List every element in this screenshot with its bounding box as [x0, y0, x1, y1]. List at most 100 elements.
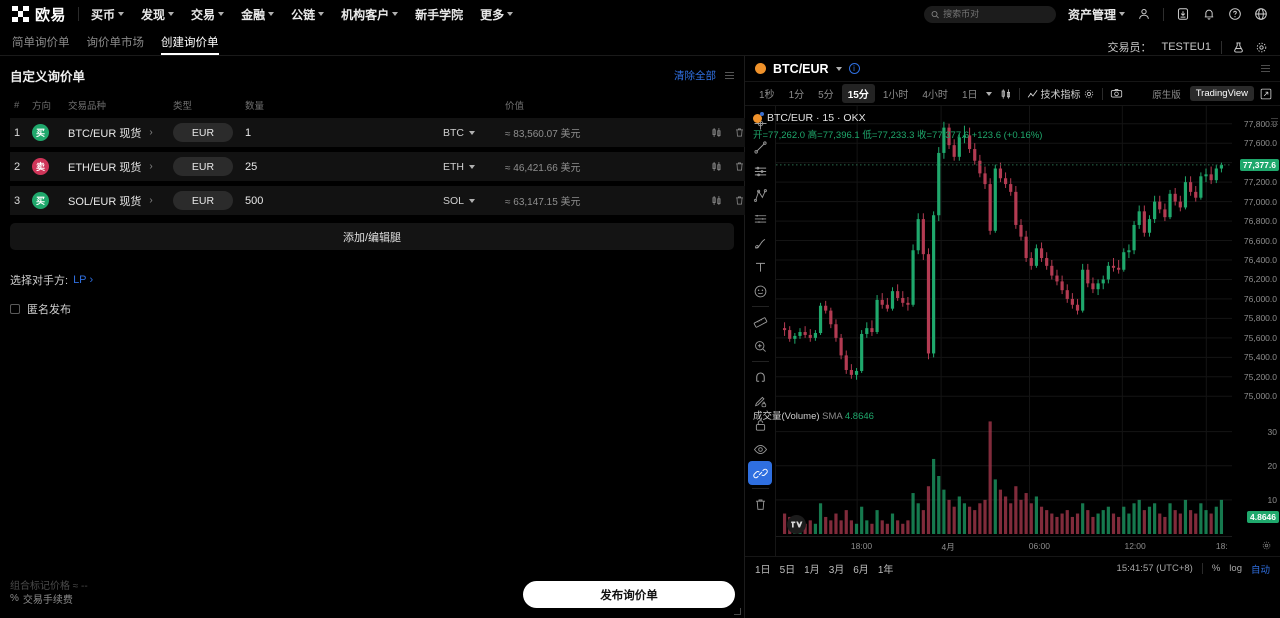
- nav-item-more[interactable]: 更多: [480, 6, 514, 23]
- direction-badge[interactable]: 买: [32, 124, 49, 141]
- magnet-icon[interactable]: [748, 365, 772, 389]
- delete-icon[interactable]: [734, 195, 745, 206]
- link-icon[interactable]: [748, 461, 772, 485]
- row-quantity[interactable]: [245, 118, 443, 147]
- row-instrument[interactable]: ETH/EUR 现货 ›: [68, 152, 173, 181]
- eye-icon[interactable]: [748, 437, 772, 461]
- row-direction[interactable]: 卖: [32, 152, 68, 181]
- nav-item-discover[interactable]: 发现: [141, 6, 175, 23]
- indicator-icon[interactable]: [1027, 88, 1039, 100]
- pencil-lock-icon[interactable]: [748, 389, 772, 413]
- delete-icon[interactable]: [734, 127, 745, 138]
- candlestick-icon[interactable]: [711, 195, 722, 206]
- table-row[interactable]: 1 买 BTC/EUR 现货 › EUR BTC ≈ 83,560.07 美元: [10, 118, 751, 147]
- chart-plot[interactable]: [776, 106, 1232, 556]
- chart-canvas-area[interactable]: BTC/EUR · 15 · OKX 开=77,262.0 高=77,396.1…: [745, 106, 1280, 556]
- range-5d[interactable]: 5日: [779, 565, 796, 576]
- row-currency[interactable]: BTC: [443, 118, 505, 147]
- timeframe-1m[interactable]: 1分: [788, 90, 805, 101]
- pitchfork-icon[interactable]: [748, 183, 772, 207]
- gear-icon[interactable]: [1255, 41, 1268, 54]
- fullscreen-icon[interactable]: [1260, 88, 1272, 100]
- type-pill[interactable]: EUR: [173, 191, 233, 210]
- chevron-down-icon[interactable]: [985, 91, 992, 96]
- tab-create-rfq[interactable]: 创建询价单: [161, 28, 219, 55]
- range-1d[interactable]: 1日: [755, 565, 771, 576]
- fib-retracement-icon[interactable]: [748, 207, 772, 231]
- row-currency[interactable]: ETH: [443, 152, 505, 181]
- range-3mo[interactable]: 3月: [828, 565, 845, 576]
- view-tradingview-button[interactable]: TradingView: [1189, 86, 1254, 101]
- help-icon[interactable]: [1228, 7, 1242, 21]
- row-type[interactable]: EUR: [173, 186, 245, 215]
- quantity-input[interactable]: [245, 194, 443, 207]
- brush-icon[interactable]: [748, 231, 772, 255]
- direction-badge[interactable]: 卖: [32, 158, 49, 175]
- auto-scale-button[interactable]: 自动: [1250, 564, 1270, 576]
- timeframe-1s[interactable]: 1秒: [759, 90, 775, 101]
- ruler-icon[interactable]: [748, 310, 772, 334]
- row-direction[interactable]: 买: [32, 118, 68, 147]
- lab-icon[interactable]: [1232, 41, 1245, 54]
- bell-icon[interactable]: [1202, 7, 1216, 21]
- range-1y[interactable]: 1年: [877, 565, 894, 576]
- search-box[interactable]: [923, 5, 1056, 23]
- indicators-label[interactable]: 技术指标: [1040, 90, 1081, 101]
- nav-item-asset-management[interactable]: 资产管理: [1068, 6, 1125, 23]
- row-instrument[interactable]: BTC/EUR 现货 ›: [68, 118, 173, 147]
- clear-all-button[interactable]: 清除全部: [674, 69, 716, 82]
- timeframe-1h[interactable]: 1小时: [882, 90, 909, 101]
- timeframe-4h[interactable]: 4小时: [922, 90, 948, 101]
- nav-item-buy-crypto[interactable]: 买币: [91, 6, 125, 23]
- trend-line-icon[interactable]: [748, 135, 772, 159]
- timeframe-5m[interactable]: 5分: [818, 90, 834, 101]
- chart-drag-handle[interactable]: [1261, 65, 1270, 72]
- axis-settings-icon[interactable]: [1261, 540, 1272, 551]
- chart-panel-grip[interactable]: [1271, 118, 1278, 125]
- publish-rfq-button[interactable]: 发布询价单: [523, 581, 735, 608]
- table-row[interactable]: 2 卖 ETH/EUR 现货 › EUR ETH ≈ 46,421.66 美元: [10, 152, 751, 181]
- anonymous-checkbox[interactable]: [10, 304, 20, 314]
- gear-icon[interactable]: [1083, 88, 1095, 100]
- user-icon[interactable]: [1137, 7, 1151, 21]
- nav-item-trade[interactable]: 交易: [191, 6, 225, 23]
- timeframe-1d[interactable]: 1日: [961, 90, 978, 101]
- chevron-down-icon[interactable]: [835, 66, 842, 71]
- zoom-in-icon[interactable]: [748, 334, 772, 358]
- nav-item-institutional[interactable]: 机构客户: [341, 6, 399, 23]
- time-axis[interactable]: 18:00 4月 06:00 12:00 18:: [776, 536, 1271, 556]
- tab-simple-rfq[interactable]: 简单询价单: [12, 28, 70, 55]
- emoji-icon[interactable]: [748, 279, 772, 303]
- okx-logo[interactable]: 欧易: [12, 4, 66, 25]
- range-1mo[interactable]: 1月: [804, 565, 820, 576]
- table-row[interactable]: 3 买 SOL/EUR 现货 › EUR SOL ≈ 63,147.15 美元: [10, 186, 751, 215]
- price-axis[interactable]: 77,800.0 77,600.0 77,200.0 77,000.0 76,800.0…: [1232, 106, 1280, 556]
- candlestick-icon[interactable]: [711, 127, 722, 138]
- chart-type-icon[interactable]: [1000, 88, 1012, 100]
- lock-icon[interactable]: [748, 413, 772, 437]
- quantity-input[interactable]: [245, 126, 443, 139]
- tab-rfq-market[interactable]: 询价单市场: [87, 28, 145, 55]
- counterparty-select[interactable]: LP ›: [73, 274, 93, 286]
- search-input[interactable]: [943, 9, 1049, 19]
- horizontal-lines-icon[interactable]: [748, 159, 772, 183]
- nav-item-chain[interactable]: 公链: [291, 6, 325, 23]
- direction-badge[interactable]: 买: [32, 192, 49, 209]
- download-icon[interactable]: [1176, 7, 1190, 21]
- delete-icon[interactable]: [734, 161, 745, 172]
- tradingview-logo-icon[interactable]: [787, 515, 806, 534]
- add-edit-leg-button[interactable]: 添加/编辑腿: [10, 223, 734, 250]
- row-type[interactable]: EUR: [173, 118, 245, 147]
- quantity-input[interactable]: [245, 160, 443, 173]
- row-type[interactable]: EUR: [173, 152, 245, 181]
- percent-scale-button[interactable]: %: [1211, 563, 1221, 574]
- row-quantity[interactable]: [245, 152, 443, 181]
- type-pill[interactable]: EUR: [173, 123, 233, 142]
- view-native-button[interactable]: 原生版: [1152, 89, 1181, 101]
- range-6mo[interactable]: 6月: [853, 565, 869, 576]
- camera-icon[interactable]: [1110, 87, 1123, 100]
- row-currency[interactable]: SOL: [443, 186, 505, 215]
- row-direction[interactable]: 买: [32, 186, 68, 215]
- row-quantity[interactable]: [245, 186, 443, 215]
- trash-icon[interactable]: [748, 492, 772, 516]
